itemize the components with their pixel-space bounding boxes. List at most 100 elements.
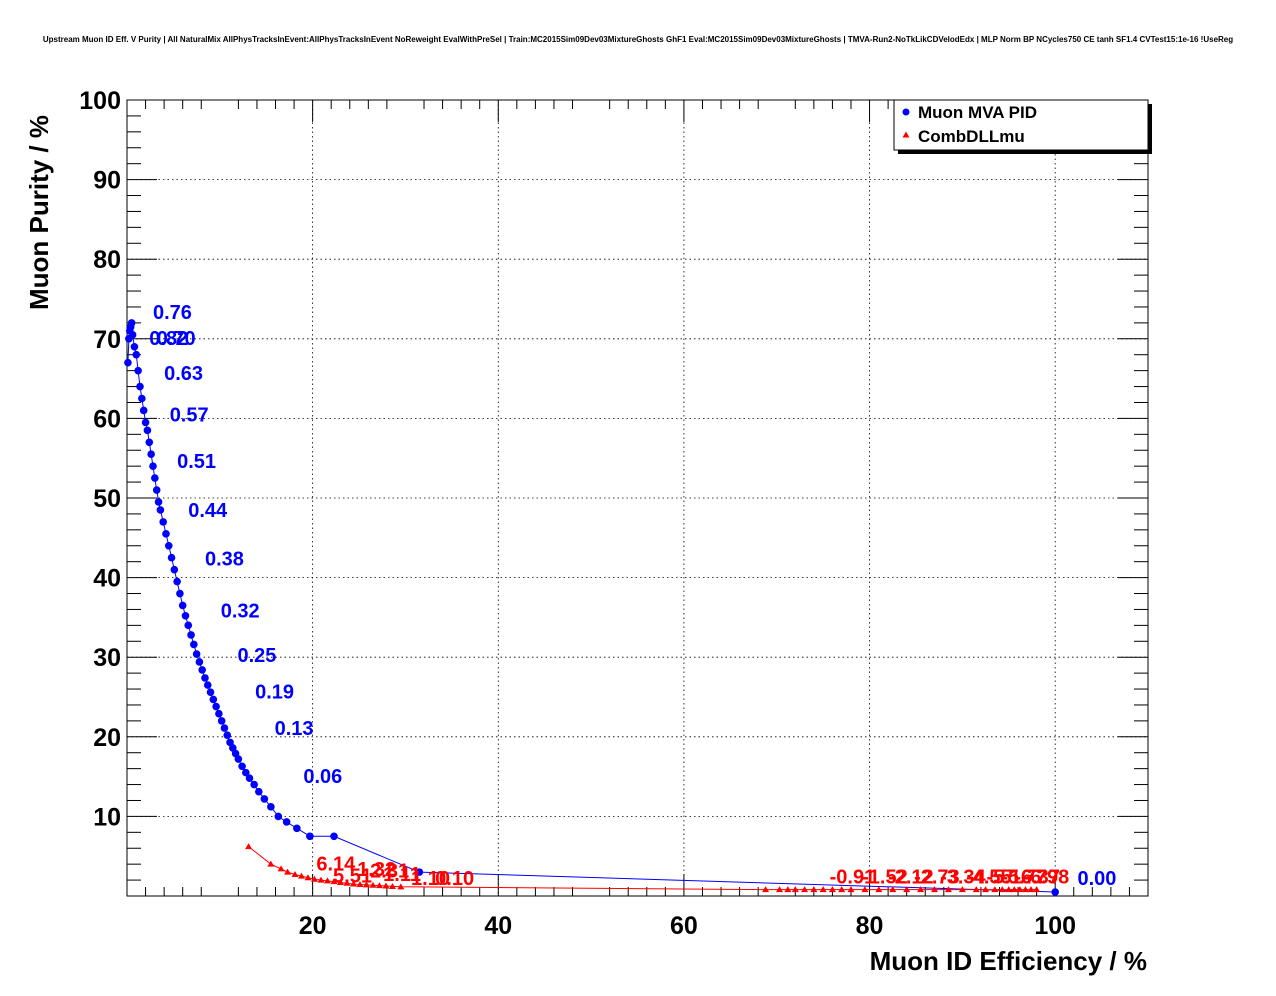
point-annotation: 0.76 [153, 302, 192, 324]
data-point [198, 666, 206, 674]
data-point [274, 812, 283, 821]
data-point [336, 878, 344, 885]
data-point [330, 832, 338, 841]
data-point [776, 886, 784, 893]
point-annotation: 0.25 [237, 645, 276, 667]
y-tick-label: 60 [93, 405, 121, 433]
series-layer [124, 319, 1059, 896]
point-annotation: -6.37 [1014, 866, 1060, 888]
data-point [388, 882, 396, 889]
legend-marker-dll [902, 131, 910, 138]
data-point [139, 406, 148, 415]
data-point [212, 702, 220, 711]
data-point [130, 342, 139, 351]
legend-box [893, 99, 1149, 151]
point-annotation: -3.34 [940, 866, 986, 888]
data-point [356, 880, 364, 887]
data-point [1010, 886, 1018, 893]
data-point [875, 886, 883, 893]
point-annotation: 0.57 [170, 405, 209, 427]
data-point [972, 886, 980, 893]
data-point [260, 795, 269, 803]
data-point [343, 879, 351, 886]
data-point [1033, 886, 1041, 893]
data-point [1021, 886, 1029, 893]
data-point [944, 886, 952, 893]
data-point [1005, 886, 1013, 893]
data-point [828, 886, 836, 893]
y-tick-label: 50 [93, 485, 121, 513]
data-point [143, 426, 152, 435]
data-point [958, 886, 966, 893]
data-point [223, 731, 232, 740]
data-point [375, 882, 383, 889]
y-tick-label: 10 [93, 803, 121, 831]
point-annotation: -1.52 [862, 866, 908, 888]
point-annotation: 0.06 [303, 766, 342, 788]
point-annotation: 1.11 [383, 864, 421, 886]
legend: Muon MVA PID CombDLLmu [893, 99, 1152, 154]
data-point [819, 886, 827, 893]
data-point [220, 724, 229, 732]
point-annotation: 0.51 [177, 451, 216, 473]
data-point [889, 886, 897, 893]
data-point [762, 886, 770, 893]
data-point [267, 860, 275, 867]
data-point [242, 768, 250, 777]
data-point [306, 832, 314, 841]
y-tick-label: 20 [93, 724, 121, 752]
data-point [998, 886, 1006, 893]
data-point [1027, 886, 1035, 893]
point-annotation: 0.32 [221, 600, 260, 622]
data-point [132, 350, 141, 359]
data-point [991, 886, 999, 893]
y-tick-label: 30 [93, 644, 121, 672]
data-point [931, 886, 939, 893]
point-annotation: -0.91 [830, 866, 876, 888]
data-point [147, 450, 155, 459]
data-point [297, 872, 305, 879]
data-point [245, 774, 254, 782]
data-point [203, 681, 212, 689]
data-point [847, 886, 855, 893]
data-point [323, 877, 331, 884]
legend-label-mva: Muon MVA PID [918, 103, 1037, 122]
data-point [209, 695, 218, 704]
data-point [255, 787, 263, 796]
data-point [245, 843, 253, 850]
data-point [134, 366, 142, 375]
data-point [917, 886, 925, 893]
data-point [791, 886, 799, 893]
x-tick-label: 60 [670, 912, 698, 940]
data-point [170, 565, 179, 574]
data-point [141, 418, 150, 427]
point-annotation: 0.63 [164, 363, 203, 385]
data-point [178, 601, 187, 610]
point-annotation: -6.98 [1024, 866, 1070, 888]
data-point [167, 553, 176, 562]
y-tick-label: 100 [79, 87, 121, 115]
annotation-layer: 0.76 0.820.70 0.63 0.57 0.51 0.44 0.38 0.32 0.25… [149, 302, 1116, 890]
y-axis-label: Muon Purity / % [24, 115, 54, 310]
point-annotation: -4.55 [966, 866, 1012, 888]
data-point [151, 474, 159, 482]
x-tick-label: 100 [1034, 912, 1076, 940]
data-point [810, 886, 818, 893]
legend-label-dll: CombDLLmu [918, 127, 1025, 146]
point-annotation: 0.19 [255, 682, 294, 704]
data-point [234, 755, 243, 763]
point-annotation: 1.10 [411, 868, 450, 890]
data-point [317, 876, 325, 883]
data-point [282, 818, 291, 826]
data-point [369, 881, 377, 888]
data-point [784, 886, 792, 893]
data-point [159, 518, 167, 526]
point-annotation: 2.31 [370, 861, 409, 883]
data-point [154, 498, 163, 506]
data-point [124, 358, 132, 367]
x-axis-label: Muon ID Efficiency / % [870, 946, 1147, 976]
point-annotation: -5.16 [986, 866, 1032, 888]
data-point [291, 871, 299, 878]
data-point [176, 589, 184, 598]
